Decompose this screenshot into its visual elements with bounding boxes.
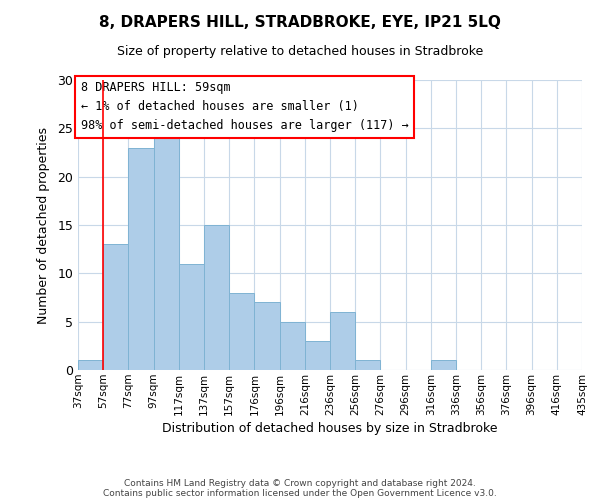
Bar [128,148,154,370]
Bar [103,244,128,370]
Bar [229,292,254,370]
Y-axis label: Number of detached properties: Number of detached properties [37,126,50,324]
Text: 8, DRAPERS HILL, STRADBROKE, EYE, IP21 5LQ: 8, DRAPERS HILL, STRADBROKE, EYE, IP21 5… [99,15,501,30]
Text: 8 DRAPERS HILL: 59sqm
← 1% of detached houses are smaller (1)
98% of semi-detach: 8 DRAPERS HILL: 59sqm ← 1% of detached h… [80,82,408,132]
Bar [330,312,355,370]
Bar [204,225,229,370]
Bar [305,341,330,370]
Text: Size of property relative to detached houses in Stradbroke: Size of property relative to detached ho… [117,45,483,58]
X-axis label: Distribution of detached houses by size in Stradbroke: Distribution of detached houses by size … [162,422,498,435]
Bar [431,360,456,370]
Bar [355,360,380,370]
Bar [280,322,305,370]
Text: Contains public sector information licensed under the Open Government Licence v3: Contains public sector information licen… [103,488,497,498]
Bar [254,302,280,370]
Bar [78,360,103,370]
Bar [154,128,179,370]
Bar [179,264,204,370]
Text: Contains HM Land Registry data © Crown copyright and database right 2024.: Contains HM Land Registry data © Crown c… [124,478,476,488]
